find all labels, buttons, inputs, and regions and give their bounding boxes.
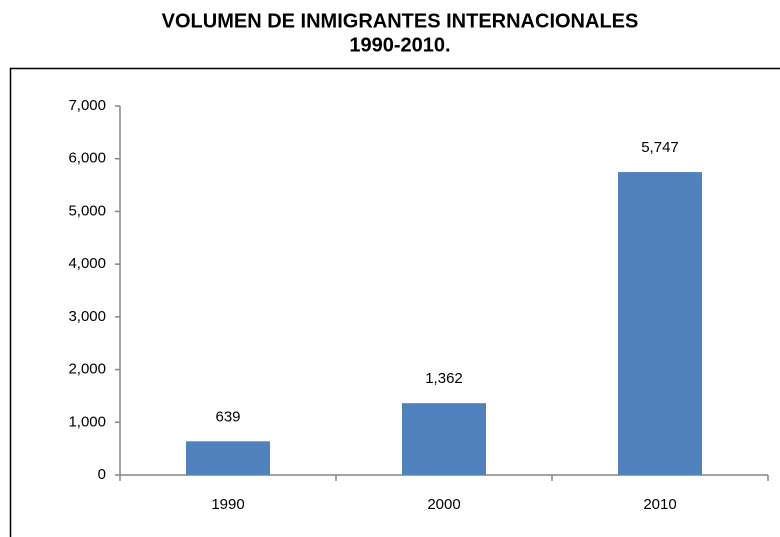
x-tick-label: 2010 [643,496,676,513]
y-tick-label: 0 [98,466,106,483]
y-tick-label: 3,000 [68,308,106,325]
data-label: 639 [215,408,240,425]
y-tick-label: 4,000 [68,255,106,272]
data-label: 1,362 [425,370,463,387]
bar [402,403,486,475]
x-tick-label: 2000 [427,496,460,513]
chart-title: VOLUMEN DE INMIGRANTES INTERNACIONALES [162,10,639,32]
data-label: 5,747 [641,139,679,156]
bar [186,441,270,475]
chart-border [9,67,780,537]
bar [618,172,702,475]
y-tick-label: 5,000 [68,202,106,219]
y-tick-label: 2,000 [68,361,106,378]
chart-title: 1990-2010. [349,34,450,56]
y-tick-label: 7,000 [68,97,106,114]
x-tick-label: 1990 [211,496,244,513]
y-tick-label: 6,000 [68,150,106,167]
y-tick-label: 1,000 [68,413,106,430]
